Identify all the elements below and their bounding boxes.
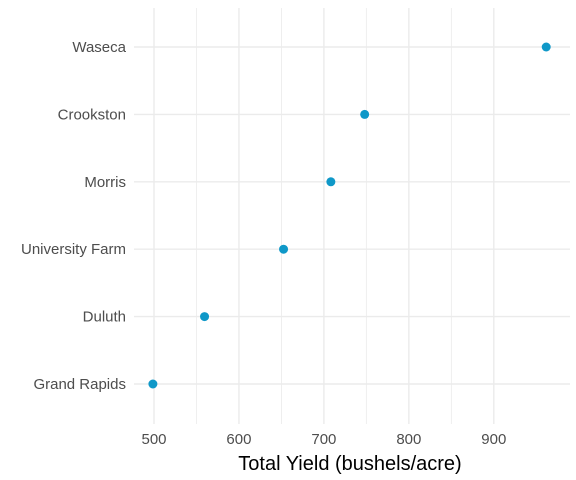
- data-point: [541, 42, 551, 52]
- x-tick-label: 700: [311, 431, 336, 448]
- y-tick-label: Duluth: [83, 309, 126, 326]
- x-axis-title: Total Yield (bushels/acre): [238, 453, 461, 475]
- data-point: [360, 109, 370, 119]
- x-tick-label: 900: [481, 431, 506, 448]
- minor-gridlines: [196, 8, 452, 424]
- x-tick-label: 500: [141, 431, 166, 448]
- y-tick-label: Morris: [84, 174, 126, 191]
- x-axis-tick-labels: 500 600 700 800 900: [141, 431, 506, 448]
- y-tick-label: Crookston: [58, 106, 126, 123]
- data-point: [279, 244, 289, 254]
- data-point: [148, 379, 158, 389]
- major-gridlines: [134, 8, 570, 424]
- y-tick-label: University Farm: [21, 241, 126, 258]
- y-tick-label: Grand Rapids: [33, 376, 126, 393]
- y-tick-label: Waseca: [72, 39, 126, 56]
- x-tick-label: 600: [226, 431, 251, 448]
- y-axis-tick-labels: Grand Rapids Duluth University Farm Morris C…: [21, 39, 127, 393]
- x-tick-label: 800: [396, 431, 421, 448]
- data-point: [326, 177, 336, 187]
- data-points: [148, 42, 551, 389]
- data-point: [200, 312, 210, 322]
